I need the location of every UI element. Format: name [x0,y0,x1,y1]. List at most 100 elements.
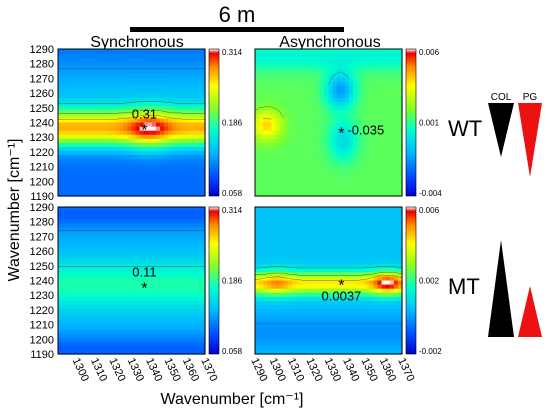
heatmap-cell [86,325,92,331]
heatmap-cell [200,288,206,294]
heatmap-cell [176,243,182,249]
heatmap-cell [127,305,133,310]
heatmap-cell [340,134,346,140]
heatmap-cell [291,122,297,128]
heatmap-cell [172,288,178,294]
heatmap-cell [263,93,268,99]
heatmap-cell [115,130,120,136]
heatmap-cell [70,183,75,189]
heatmap-cell [74,341,80,347]
heatmap-cell [62,93,67,99]
heatmap-cell [308,317,313,322]
heatmap-cell [353,276,358,282]
heatmap-cell [70,345,75,351]
heatmap-cell [98,300,104,306]
heatmap-cell [287,142,293,148]
heatmap-cell [275,215,281,220]
heatmap-cell [361,300,366,306]
heatmap-cell [324,247,330,253]
heatmap-cell [168,207,173,212]
heatmap-cell [119,260,124,265]
heatmap-cell [62,183,67,189]
heatmap-cell [263,251,268,257]
heatmap-cell [271,57,277,62]
heatmap-cell [357,317,362,322]
heatmap-cell [184,276,190,282]
heatmap-cell [188,147,194,152]
heatmap-cell [168,102,173,107]
heatmap-cell [332,102,338,107]
heatmap-cell [156,110,161,115]
heatmap-cell [90,305,96,310]
heatmap-cell [196,106,202,111]
heatmap-cell [98,134,104,140]
heatmap-cell [287,247,293,253]
heatmap-cell [259,57,264,62]
heatmap-cell [135,292,141,298]
heatmap-cell [312,102,317,107]
heatmap-cell [135,231,141,237]
heatmap-cell [275,69,281,75]
heatmap-cell [119,215,124,220]
heatmap-cell [304,163,309,169]
heatmap-cell [94,171,100,177]
heatmap-cell [156,313,161,318]
heatmap-cell [291,163,297,169]
heatmap-cell [135,345,141,351]
heatmap-cell [82,93,88,99]
heatmap-cell [312,215,317,220]
heatmap-cell [123,93,129,99]
heatmap-cell [168,179,173,185]
heatmap-cell [94,321,100,327]
heatmap-cell [139,296,145,302]
heatmap-cell [361,69,366,75]
heatmap-cell [58,89,63,95]
heatmap-cell [361,175,366,181]
heatmap-cell [336,272,342,278]
heatmap-cell [287,313,293,318]
heatmap-cell [324,239,330,245]
heatmap-cell [328,207,334,212]
heatmap-cell [107,102,112,107]
heatmap-cell [291,305,297,310]
heatmap-cell [151,321,157,327]
heatmap-cell [135,272,141,278]
heatmap-cell [151,296,157,302]
heatmap-cell [82,65,88,71]
heatmap-cell [78,345,84,351]
heatmap-cell [316,296,321,302]
heatmap-cell [74,260,80,265]
heatmap-cell [151,260,157,265]
heatmap-cell [259,106,264,111]
heatmap-cell [348,130,354,136]
heatmap-cell [115,151,120,156]
heatmap-cell [316,151,321,156]
heatmap-cell [287,325,293,331]
heatmap-cell [58,93,63,99]
heatmap-cell [111,305,116,310]
heatmap-cell [271,235,277,241]
heatmap-cell [357,61,362,66]
heatmap-cell [255,341,260,347]
heatmap-cell [86,207,92,212]
heatmap-cell [304,329,309,335]
heatmap-cell [369,187,375,193]
heatmap-cell [336,341,342,347]
heatmap-cell [94,256,100,261]
heatmap-cell [147,247,153,253]
heatmap-cell [304,130,309,136]
heatmap-cell [70,260,75,265]
heatmap-cell [373,179,379,185]
heatmap-cell [135,317,141,322]
heatmap-cell [143,73,149,79]
heatmap-cell [279,175,285,181]
heatmap-cell [328,102,334,107]
heatmap-cell [332,231,338,237]
heatmap-cell [107,231,112,237]
heatmap-cell [62,207,67,212]
heatmap-cell [160,65,165,71]
heatmap-cell [111,349,116,355]
heatmap-cell [107,288,112,294]
heatmap-cell [168,163,173,169]
heatmap-cell [102,171,108,177]
